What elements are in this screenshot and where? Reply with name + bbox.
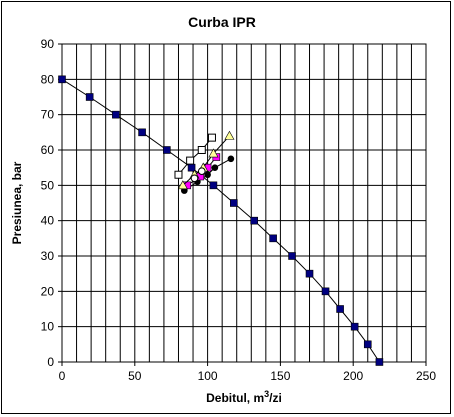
data-point [58,75,66,84]
data-point [207,133,216,142]
y-tick-label: 50 [41,178,55,192]
plot-area [61,43,427,363]
y-tick-label: 20 [41,284,55,298]
x-axis-label-main: Debitul, m [206,391,264,405]
x-axis-label-end: /zi [269,391,282,405]
y-tick-label: 60 [41,143,55,157]
data-point [321,287,330,296]
grid [62,44,426,362]
data-point [211,164,219,171]
data-point [209,181,218,190]
x-tick-label: 0 [59,369,66,383]
y-tick-label: 0 [47,355,54,369]
series-4 [174,133,216,179]
data-point [224,130,235,140]
y-tick-label: 80 [41,72,55,86]
data-point [85,93,94,101]
x-tick-label: 200 [343,369,363,383]
data-point [305,269,314,278]
y-tick-label: 30 [41,249,55,263]
data-point [177,180,188,190]
y-axis-label: Presiunea, bar [10,161,24,244]
data-point [197,167,206,175]
y-axis-ticks: 0 10 20 30 40 50 60 70 80 90 [41,37,62,369]
x-axis-label: Debitul, m3/zi [206,389,282,405]
data-point [163,146,171,154]
data-point [230,199,238,207]
y-tick-label: 70 [41,108,55,122]
data-point [197,146,206,154]
data-point [363,340,372,349]
y-tick-label: 90 [41,37,55,51]
data-point [250,216,258,225]
data-point [288,252,296,260]
x-tick-label: 100 [198,369,218,383]
data-point [375,358,384,366]
x-tick-label: 50 [128,369,142,383]
series-layer [58,75,384,366]
data-point [227,155,235,163]
series-line [178,137,213,176]
data-point [350,322,359,331]
chart-title: Curba IPR [188,14,256,30]
x-axis-label-sup: 3 [264,389,269,399]
data-point [269,234,277,243]
x-tick-label: 250 [416,369,436,383]
data-point [138,128,146,137]
series-0 [58,75,384,366]
series-5 [190,167,206,183]
y-tick-label: 40 [41,214,55,228]
data-point [204,171,211,179]
data-point [190,174,199,183]
data-point [112,110,120,119]
x-tick-label: 150 [270,369,290,383]
data-point [336,305,344,313]
data-point [186,156,195,165]
data-point [174,170,183,179]
data-point [187,163,196,172]
x-axis-ticks: 0 50 100 150 200 250 [59,362,436,383]
y-tick-label: 10 [41,320,55,334]
data-point [208,148,219,158]
